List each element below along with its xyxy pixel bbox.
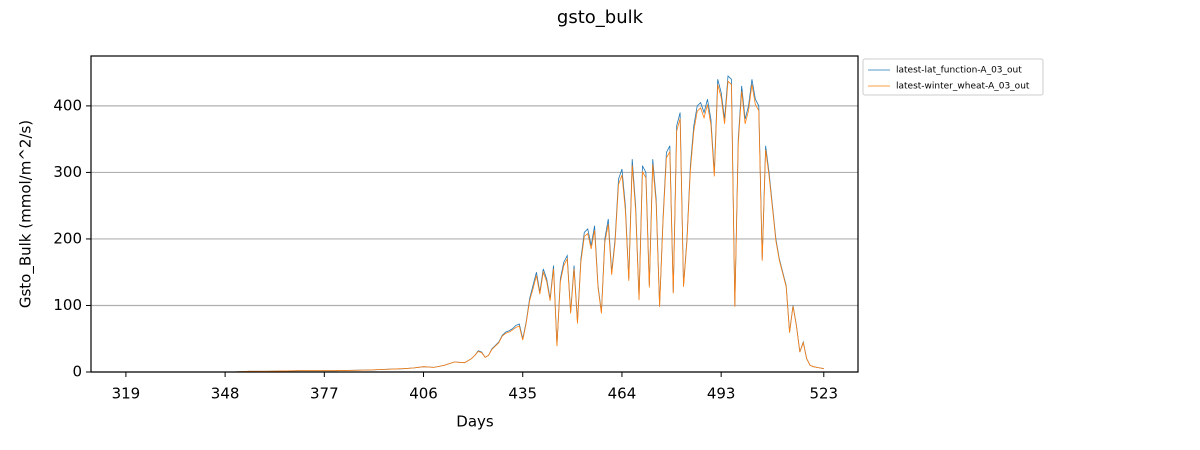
x-tick-label: 464 [608, 385, 637, 403]
legend: latest-lat_function-A_03_out latest-winte… [862, 58, 1044, 96]
x-tick-label: 523 [809, 385, 838, 403]
y-axis-label: Gsto_Bulk (mmol/m^2/s) [17, 120, 36, 308]
plot [125, 75, 824, 373]
chart-title: gsto_bulk [557, 7, 644, 28]
legend-box [862, 58, 1044, 96]
grid [91, 105, 858, 373]
y-tick-label: 100 [53, 296, 82, 314]
y-tick-label: 0 [72, 363, 82, 381]
ticks: 0 100 200 300 400 319 348 377 406 435 464 493 523 [53, 96, 838, 402]
legend-label: latest-winter_wheat-A_03_out [896, 82, 1030, 92]
series-line [125, 80, 824, 373]
x-axis-label: Days [456, 413, 494, 431]
x-tick-label: 406 [409, 385, 438, 403]
y-tick-label: 200 [53, 229, 82, 247]
x-tick-label: 493 [707, 385, 736, 403]
x-tick-label: 435 [508, 385, 537, 403]
x-tick-label: 377 [310, 385, 339, 403]
x-tick-label: 348 [211, 385, 240, 403]
y-tick-label: 300 [53, 163, 82, 181]
axes-frame [90, 55, 859, 373]
legend-label: latest-lat_function-A_03_out [896, 66, 1022, 76]
y-tick-label: 400 [53, 96, 82, 114]
series-line [125, 75, 824, 373]
x-tick-label: 319 [112, 385, 141, 403]
